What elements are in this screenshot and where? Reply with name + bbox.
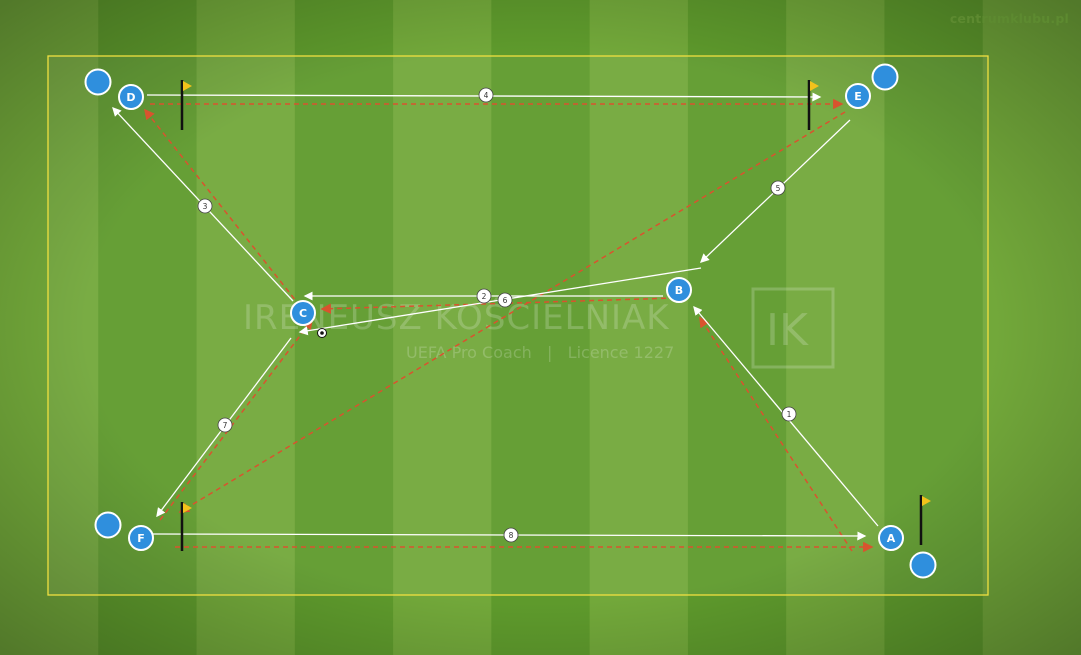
run-e-to-f xyxy=(178,111,846,513)
player-b: B xyxy=(666,277,692,303)
step-label: 4 xyxy=(484,91,489,100)
run-c-to-d xyxy=(144,108,301,307)
step-label: 5 xyxy=(776,184,781,193)
step-marker-5: 5 xyxy=(770,180,786,196)
waiting-player xyxy=(909,551,937,579)
run-f-to-c xyxy=(159,318,313,521)
step-label: 6 xyxy=(503,296,508,305)
waiting-player xyxy=(94,511,122,539)
soccer-ball-icon xyxy=(317,328,327,338)
waiting-players xyxy=(84,63,937,579)
player-label: A xyxy=(887,532,896,545)
player-label: F xyxy=(137,532,145,545)
player-label: E xyxy=(854,90,862,103)
step-marker-1: 1 xyxy=(781,406,797,422)
corner-flag-icon xyxy=(919,495,931,545)
labelled-players: D E B C F A xyxy=(118,83,904,551)
watermark-logo-frame xyxy=(751,287,835,369)
site-credit: centrumklubu.pl xyxy=(949,11,1069,26)
step-marker-8: 8 xyxy=(503,527,519,543)
step-marker-3: 3 xyxy=(197,198,213,214)
run-a-to-b xyxy=(699,316,853,552)
step-label: 2 xyxy=(482,292,487,301)
waiting-player xyxy=(871,63,899,91)
watermark-logo: IK xyxy=(766,305,809,356)
watermark-subtitle: UEFA Pro Coach | Licence 1227 xyxy=(406,343,674,362)
player-label: B xyxy=(675,284,683,297)
step-label: 3 xyxy=(203,202,208,211)
player-runs xyxy=(144,98,874,553)
waiting-player xyxy=(84,68,112,96)
step-label: 1 xyxy=(787,410,792,419)
step-marker-7: 7 xyxy=(217,417,233,433)
step-label: 7 xyxy=(223,421,228,430)
player-label: D xyxy=(126,91,135,104)
player-c: C xyxy=(290,300,316,326)
corner-flag-icon xyxy=(180,80,192,130)
pass-step-markers: 1 2 3 4 5 6 7 8 xyxy=(197,87,797,543)
step-marker-4: 4 xyxy=(478,87,494,103)
step-label: 8 xyxy=(509,531,514,540)
flags xyxy=(180,80,931,551)
corner-flag-icon xyxy=(180,502,192,551)
player-f: F xyxy=(128,525,154,551)
run-b-to-c xyxy=(320,297,676,314)
training-area-boundary xyxy=(47,55,989,596)
player-d: D xyxy=(118,84,144,110)
player-label: C xyxy=(299,307,307,320)
corner-flag-icon xyxy=(807,80,819,130)
step-marker-2: 2 xyxy=(476,288,492,304)
step-marker-6: 6 xyxy=(497,292,513,308)
player-a: A xyxy=(878,525,904,551)
player-e: E xyxy=(845,83,871,109)
